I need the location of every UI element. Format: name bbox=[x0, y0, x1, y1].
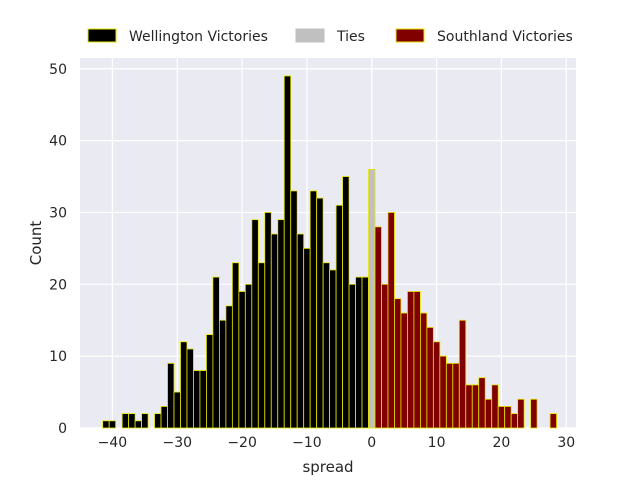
bar-wellington bbox=[128, 413, 136, 429]
bar-wellington bbox=[193, 370, 201, 429]
bar-wellington bbox=[186, 348, 194, 429]
bar-wellington bbox=[316, 197, 324, 429]
bar-wellington bbox=[134, 420, 142, 429]
bar-southland bbox=[530, 398, 538, 429]
y-tick-label: 30 bbox=[49, 205, 67, 221]
bar-southland bbox=[445, 362, 454, 429]
bar-wellington bbox=[167, 362, 175, 429]
bar-wellington bbox=[173, 391, 181, 429]
bar-wellington bbox=[361, 276, 369, 429]
bar-wellington bbox=[251, 219, 259, 429]
bar-wellington bbox=[309, 190, 318, 429]
bar-wellington bbox=[141, 413, 149, 429]
x-axis-label: spread bbox=[302, 458, 353, 476]
x-tick-label: −10 bbox=[292, 435, 322, 451]
legend-swatch-wellington bbox=[87, 28, 117, 43]
bar-southland bbox=[484, 398, 493, 429]
legend: Wellington Victories Ties Southland Vict… bbox=[87, 28, 573, 45]
bar-wellington bbox=[277, 219, 285, 429]
bar-southland bbox=[432, 341, 441, 429]
bar-southland bbox=[413, 291, 421, 429]
bar-wellington bbox=[257, 262, 266, 429]
legend-label-ties: Ties bbox=[336, 29, 365, 45]
y-tick-label: 50 bbox=[49, 62, 67, 78]
x-tick-label: −40 bbox=[98, 435, 128, 451]
y-tick-label: 20 bbox=[49, 277, 67, 293]
bar-southland bbox=[497, 406, 506, 429]
x-tick-label: −20 bbox=[227, 435, 257, 451]
legend-label-wellington: Wellington Victories bbox=[129, 29, 268, 45]
legend-swatch-southland bbox=[395, 28, 425, 43]
bar-wellington bbox=[348, 283, 356, 429]
bar-wellington bbox=[303, 247, 311, 429]
bar-southland bbox=[439, 355, 447, 429]
bar-southland bbox=[400, 312, 408, 429]
bar-wellington bbox=[290, 190, 298, 429]
bar-southland bbox=[452, 362, 460, 429]
x-tick-labels: −40 −30 −20 −10 0 10 20 30 bbox=[98, 435, 576, 451]
bar-southland bbox=[549, 413, 557, 429]
y-tick-label: 40 bbox=[49, 134, 67, 150]
bar-wellington bbox=[238, 291, 246, 429]
bar-wellington bbox=[108, 420, 117, 429]
bar-wellington bbox=[355, 276, 363, 429]
bar-southland bbox=[465, 384, 473, 429]
bar-southland bbox=[394, 298, 402, 429]
bar-wellington bbox=[160, 406, 168, 429]
bar-southland bbox=[504, 406, 512, 429]
bar-wellington bbox=[212, 276, 220, 429]
bar-wellington bbox=[231, 262, 240, 429]
bar-wellington bbox=[199, 370, 207, 429]
x-tick-label: 10 bbox=[428, 435, 446, 451]
bar-southland bbox=[471, 384, 480, 429]
bar-southland bbox=[381, 283, 389, 429]
x-tick-label: 20 bbox=[493, 435, 511, 451]
bar-wellington bbox=[335, 204, 343, 429]
x-tick-label: −30 bbox=[162, 435, 192, 451]
y-tick-label: 0 bbox=[58, 421, 67, 437]
bar-wellington bbox=[283, 75, 292, 429]
bar-southland bbox=[510, 413, 519, 429]
y-axis-label: Count bbox=[27, 221, 45, 266]
bar-southland bbox=[478, 377, 486, 429]
bar-wellington bbox=[154, 413, 162, 429]
bar-southland bbox=[426, 327, 434, 429]
y-tick-label: 10 bbox=[49, 349, 67, 365]
bar-wellington bbox=[121, 413, 130, 429]
bars bbox=[102, 75, 557, 429]
bar-wellington bbox=[180, 341, 188, 429]
bar-wellington bbox=[225, 305, 233, 429]
bar-wellington bbox=[342, 176, 350, 429]
bar-southland bbox=[407, 291, 415, 429]
bar-wellington bbox=[102, 420, 110, 429]
bar-wellington bbox=[206, 334, 214, 429]
bar-wellington bbox=[296, 233, 305, 429]
bar-wellington bbox=[264, 212, 272, 429]
bar-wellington bbox=[218, 319, 227, 429]
bar-southland bbox=[491, 384, 499, 429]
bar-southland bbox=[419, 312, 428, 429]
bar-wellington bbox=[329, 269, 337, 429]
bar-southland bbox=[517, 398, 525, 429]
bar-southland bbox=[387, 212, 395, 429]
bar-ties bbox=[368, 168, 376, 429]
legend-swatch-ties bbox=[295, 28, 325, 43]
bar-wellington bbox=[244, 283, 253, 429]
bar-wellington bbox=[270, 233, 279, 429]
bar-wellington bbox=[322, 262, 331, 429]
y-tick-labels: 0 10 20 30 40 50 bbox=[49, 62, 67, 437]
bar-southland bbox=[374, 226, 382, 429]
bar-southland bbox=[458, 319, 467, 429]
x-tick-label: 0 bbox=[367, 435, 376, 451]
x-tick-label: 30 bbox=[557, 435, 575, 451]
legend-label-southland: Southland Victories bbox=[437, 29, 573, 45]
